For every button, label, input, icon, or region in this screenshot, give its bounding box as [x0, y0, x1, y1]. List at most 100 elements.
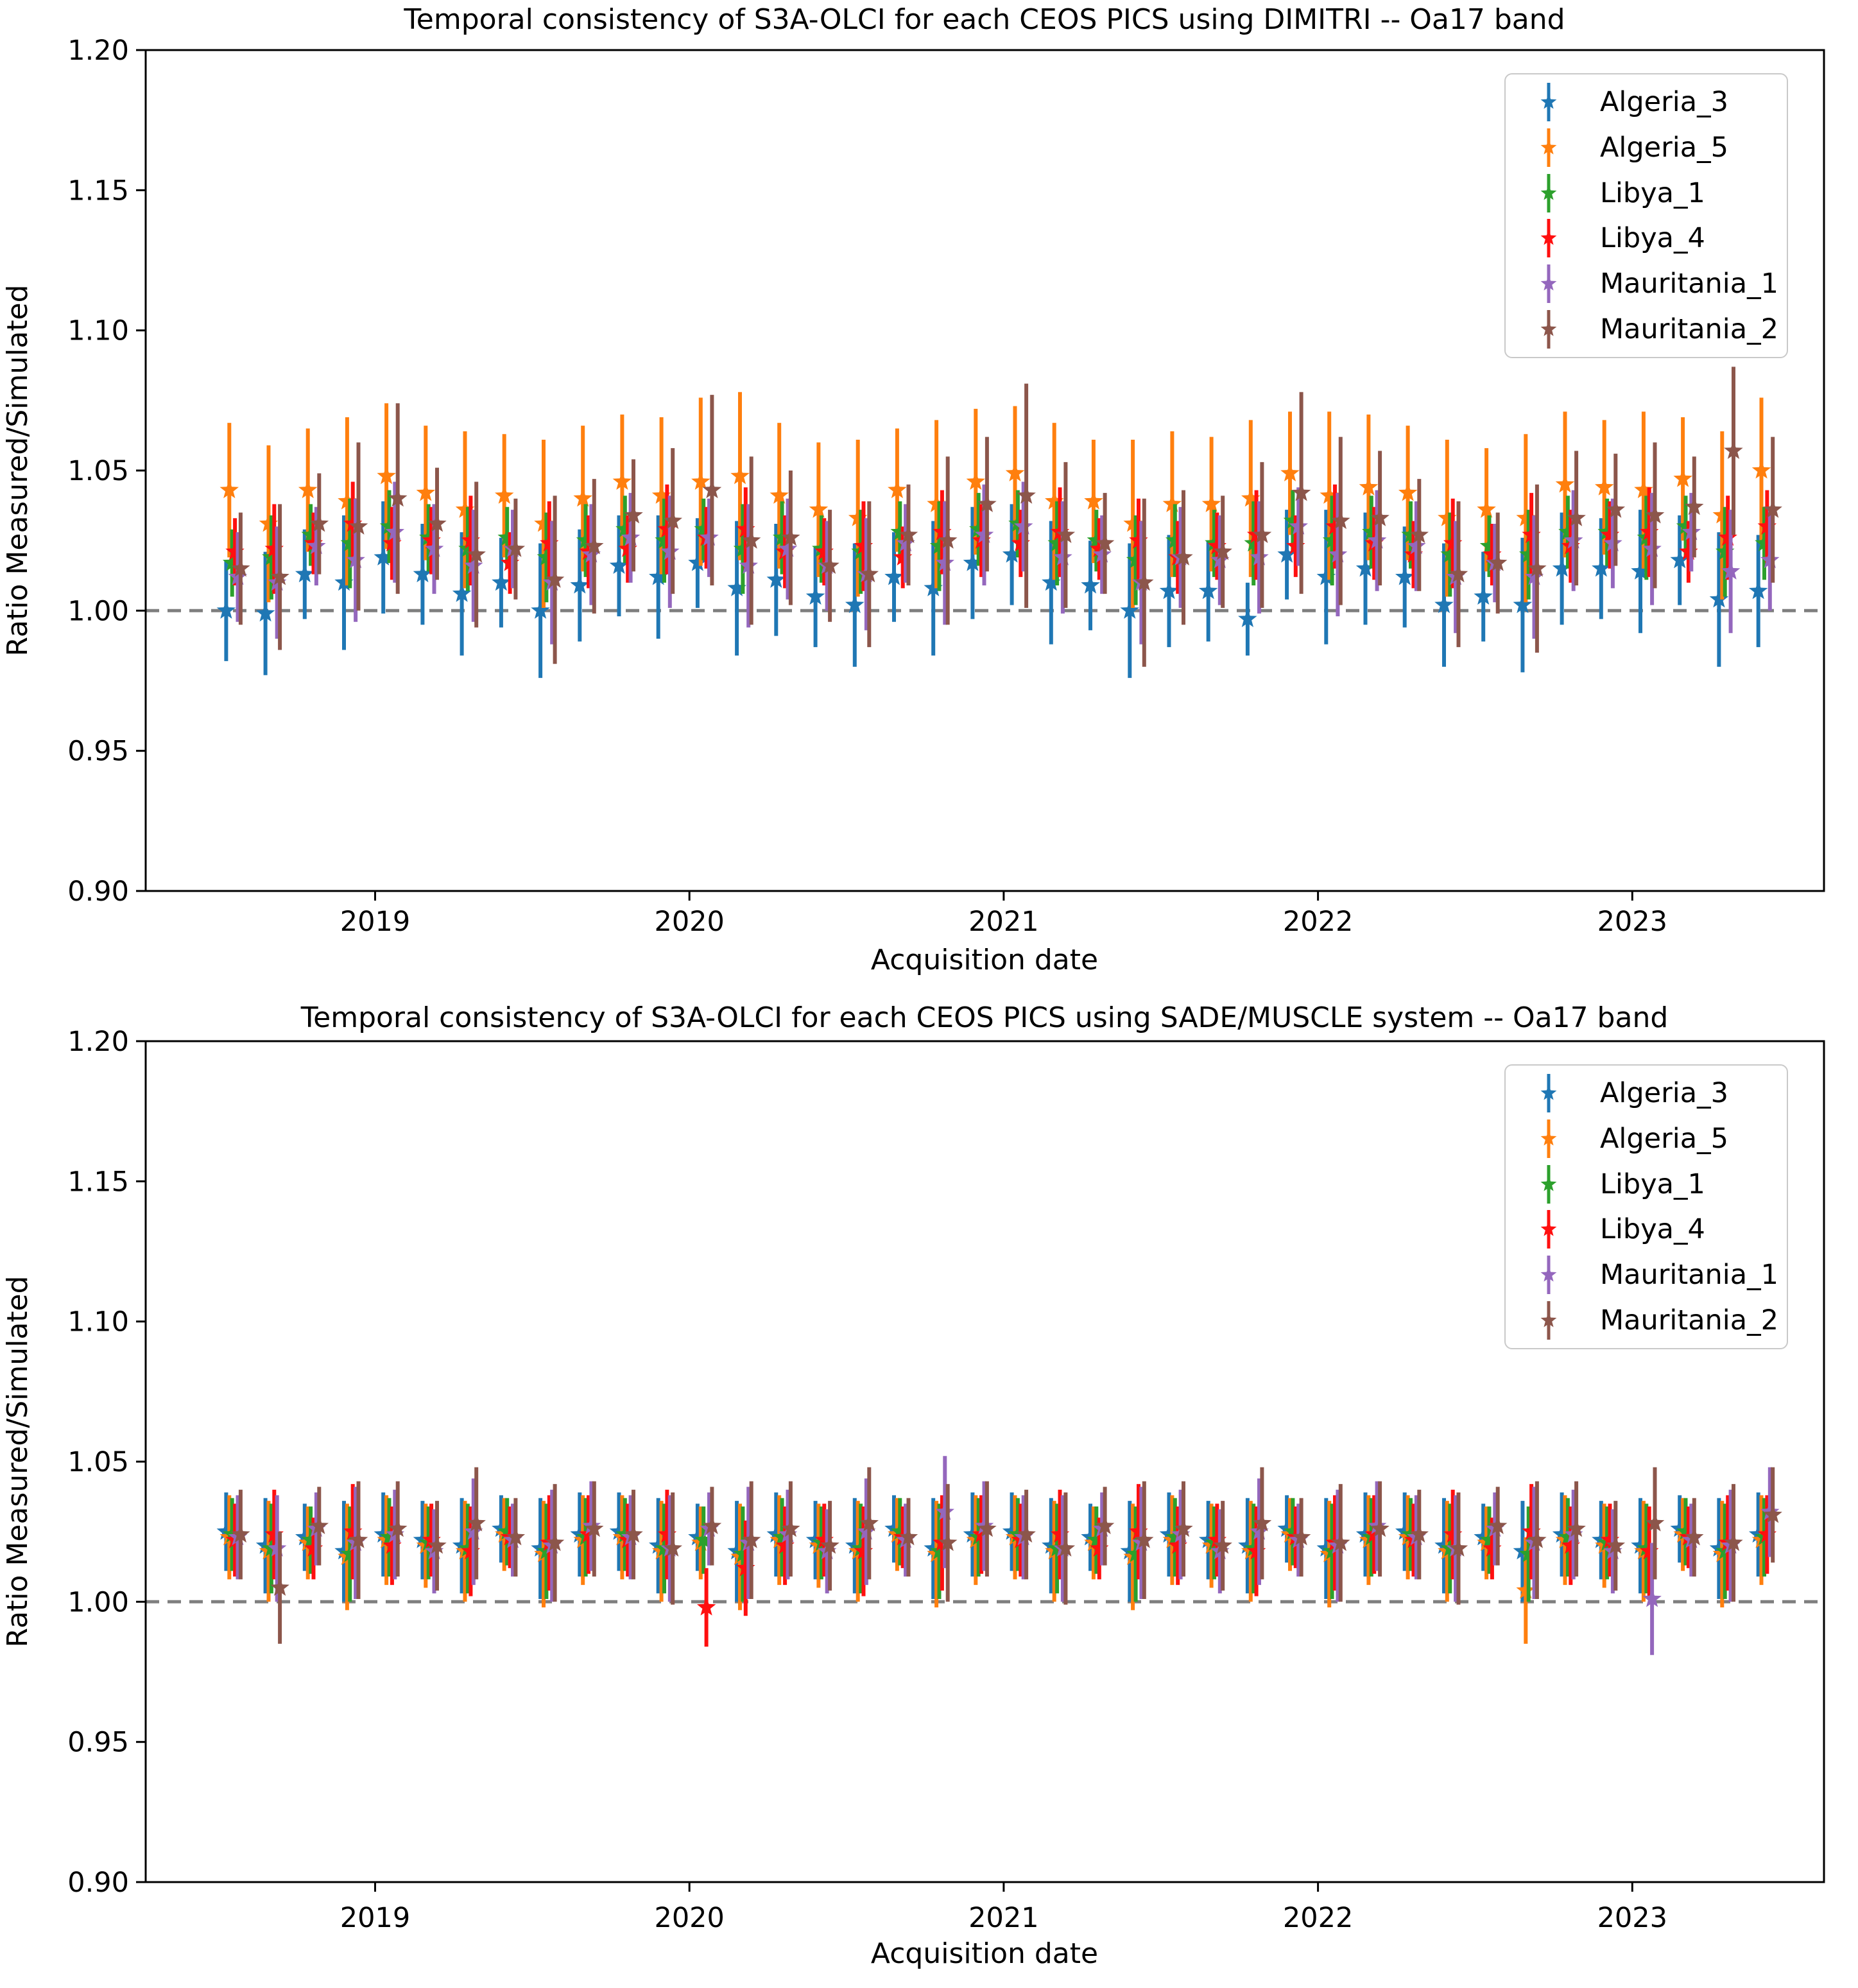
legend-item-mauritania-1: Mauritania_1: [1537, 263, 1787, 305]
legend-label: Libya_4: [1600, 222, 1705, 255]
star-marker: [1252, 1513, 1272, 1532]
star-marker: [216, 600, 236, 619]
x-tick-label: 2023: [1597, 1902, 1667, 1934]
errorbar-star-icon: [1540, 1255, 1557, 1294]
x-tick-label: 2021: [968, 1902, 1038, 1934]
series-libya_4: [225, 481, 1777, 594]
errorbar-star-icon: [1540, 219, 1557, 258]
star-marker: [1002, 1521, 1022, 1540]
star-marker: [383, 1535, 402, 1554]
star-marker: [1395, 567, 1415, 585]
star-marker: [1716, 1541, 1735, 1560]
star-marker: [1558, 522, 1578, 540]
star-marker: [1205, 533, 1224, 552]
errorbar-star-icon: [1540, 128, 1557, 167]
legend-item-algeria-5: Algeria_5: [1537, 1118, 1787, 1160]
star-marker: [1401, 1525, 1420, 1543]
legend-item-libya-4: Libya_4: [1537, 1208, 1787, 1250]
star-marker: [348, 516, 368, 535]
star-marker: [1123, 514, 1142, 532]
star-marker: [262, 547, 281, 566]
star-marker: [537, 1541, 556, 1560]
star-marker: [929, 1541, 949, 1560]
star-marker: [1640, 522, 1659, 540]
star-marker: [1042, 1535, 1061, 1554]
star-marker: [255, 603, 275, 622]
star-marker: [1087, 530, 1106, 549]
chart-1-x-axis-label: Acquisition date: [871, 944, 1098, 976]
star-marker: [379, 516, 399, 535]
star-marker: [1291, 1527, 1311, 1546]
star-marker: [649, 567, 668, 585]
star-marker: [1474, 587, 1493, 605]
star-marker: [845, 595, 864, 614]
star-marker: [772, 1527, 792, 1546]
star-marker: [1488, 553, 1508, 571]
star-marker: [388, 1519, 408, 1537]
chart-2-legend: Algeria_3 Algeria_5 Libya_1 Libya_4 Maur…: [1504, 1064, 1788, 1349]
star-marker: [1479, 1530, 1499, 1548]
star-marker: [1440, 544, 1459, 563]
star-marker: [938, 1533, 958, 1552]
star-marker: [1474, 1527, 1493, 1546]
chart-1-y-axis-label: Ratio Measured/Simulated: [1, 284, 34, 656]
star-marker: [1709, 589, 1729, 608]
errorbar-star-icon: [1540, 1301, 1557, 1340]
star-marker: [977, 494, 997, 512]
legend-item-mauritania-2: Mauritania_2: [1537, 308, 1787, 350]
star-marker: [570, 575, 589, 594]
star-marker: [1443, 1525, 1463, 1543]
star-marker: [778, 539, 798, 557]
star-marker: [612, 472, 632, 490]
star-marker: [775, 1535, 795, 1554]
star-marker: [974, 524, 994, 543]
y-tick-label: 0.95: [67, 1727, 129, 1759]
star-marker: [1316, 1538, 1336, 1557]
legend-label: Libya_4: [1600, 1213, 1705, 1246]
star-marker: [1409, 1525, 1429, 1543]
star-marker: [736, 519, 755, 538]
star-marker: [1002, 544, 1022, 563]
legend-label: Mauritania_2: [1600, 313, 1778, 345]
star-marker: [1438, 508, 1457, 526]
star-marker: [884, 1519, 904, 1537]
star-marker: [383, 533, 402, 552]
star-marker: [1045, 491, 1064, 510]
star-marker: [346, 550, 365, 569]
legend-label: Libya_1: [1600, 1168, 1705, 1200]
star-marker: [1757, 516, 1777, 535]
star-marker: [270, 567, 289, 585]
star-marker: [1081, 575, 1100, 594]
star-marker: [805, 1530, 825, 1548]
star-marker: [1763, 1505, 1782, 1523]
star-marker: [340, 1544, 359, 1562]
star-marker: [1676, 516, 1696, 535]
star-marker: [1042, 573, 1061, 591]
star-marker: [857, 1521, 876, 1540]
star-marker: [1362, 522, 1381, 540]
star-marker: [467, 544, 486, 563]
star-marker: [1331, 1533, 1350, 1552]
star-marker: [727, 1541, 746, 1560]
star-marker: [1527, 1530, 1547, 1548]
star-marker: [309, 514, 329, 532]
star-marker: [219, 480, 239, 499]
star-marker: [1008, 1525, 1028, 1543]
star-marker: [1401, 524, 1420, 543]
star-marker: [576, 530, 596, 549]
star-marker: [255, 1535, 275, 1554]
star-marker: [663, 1538, 682, 1557]
legend-item-algeria-3: Algeria_3: [1537, 1072, 1787, 1114]
chart-2-plot: 0.90 0.95 1.00 1.05 1.10 1.15 1.20 2019 2020 2021…: [67, 1026, 1825, 1934]
x-tick-label: 2019: [340, 1902, 410, 1934]
star-marker: [1555, 474, 1575, 493]
star-marker: [304, 1538, 323, 1557]
legend-item-mauritania-2: Mauritania_2: [1537, 1299, 1787, 1342]
star-marker: [1404, 544, 1424, 563]
star-marker: [899, 1527, 918, 1546]
star-marker: [1592, 558, 1611, 577]
star-marker: [1166, 530, 1185, 549]
star-marker: [295, 1527, 314, 1546]
star-marker: [781, 528, 800, 546]
